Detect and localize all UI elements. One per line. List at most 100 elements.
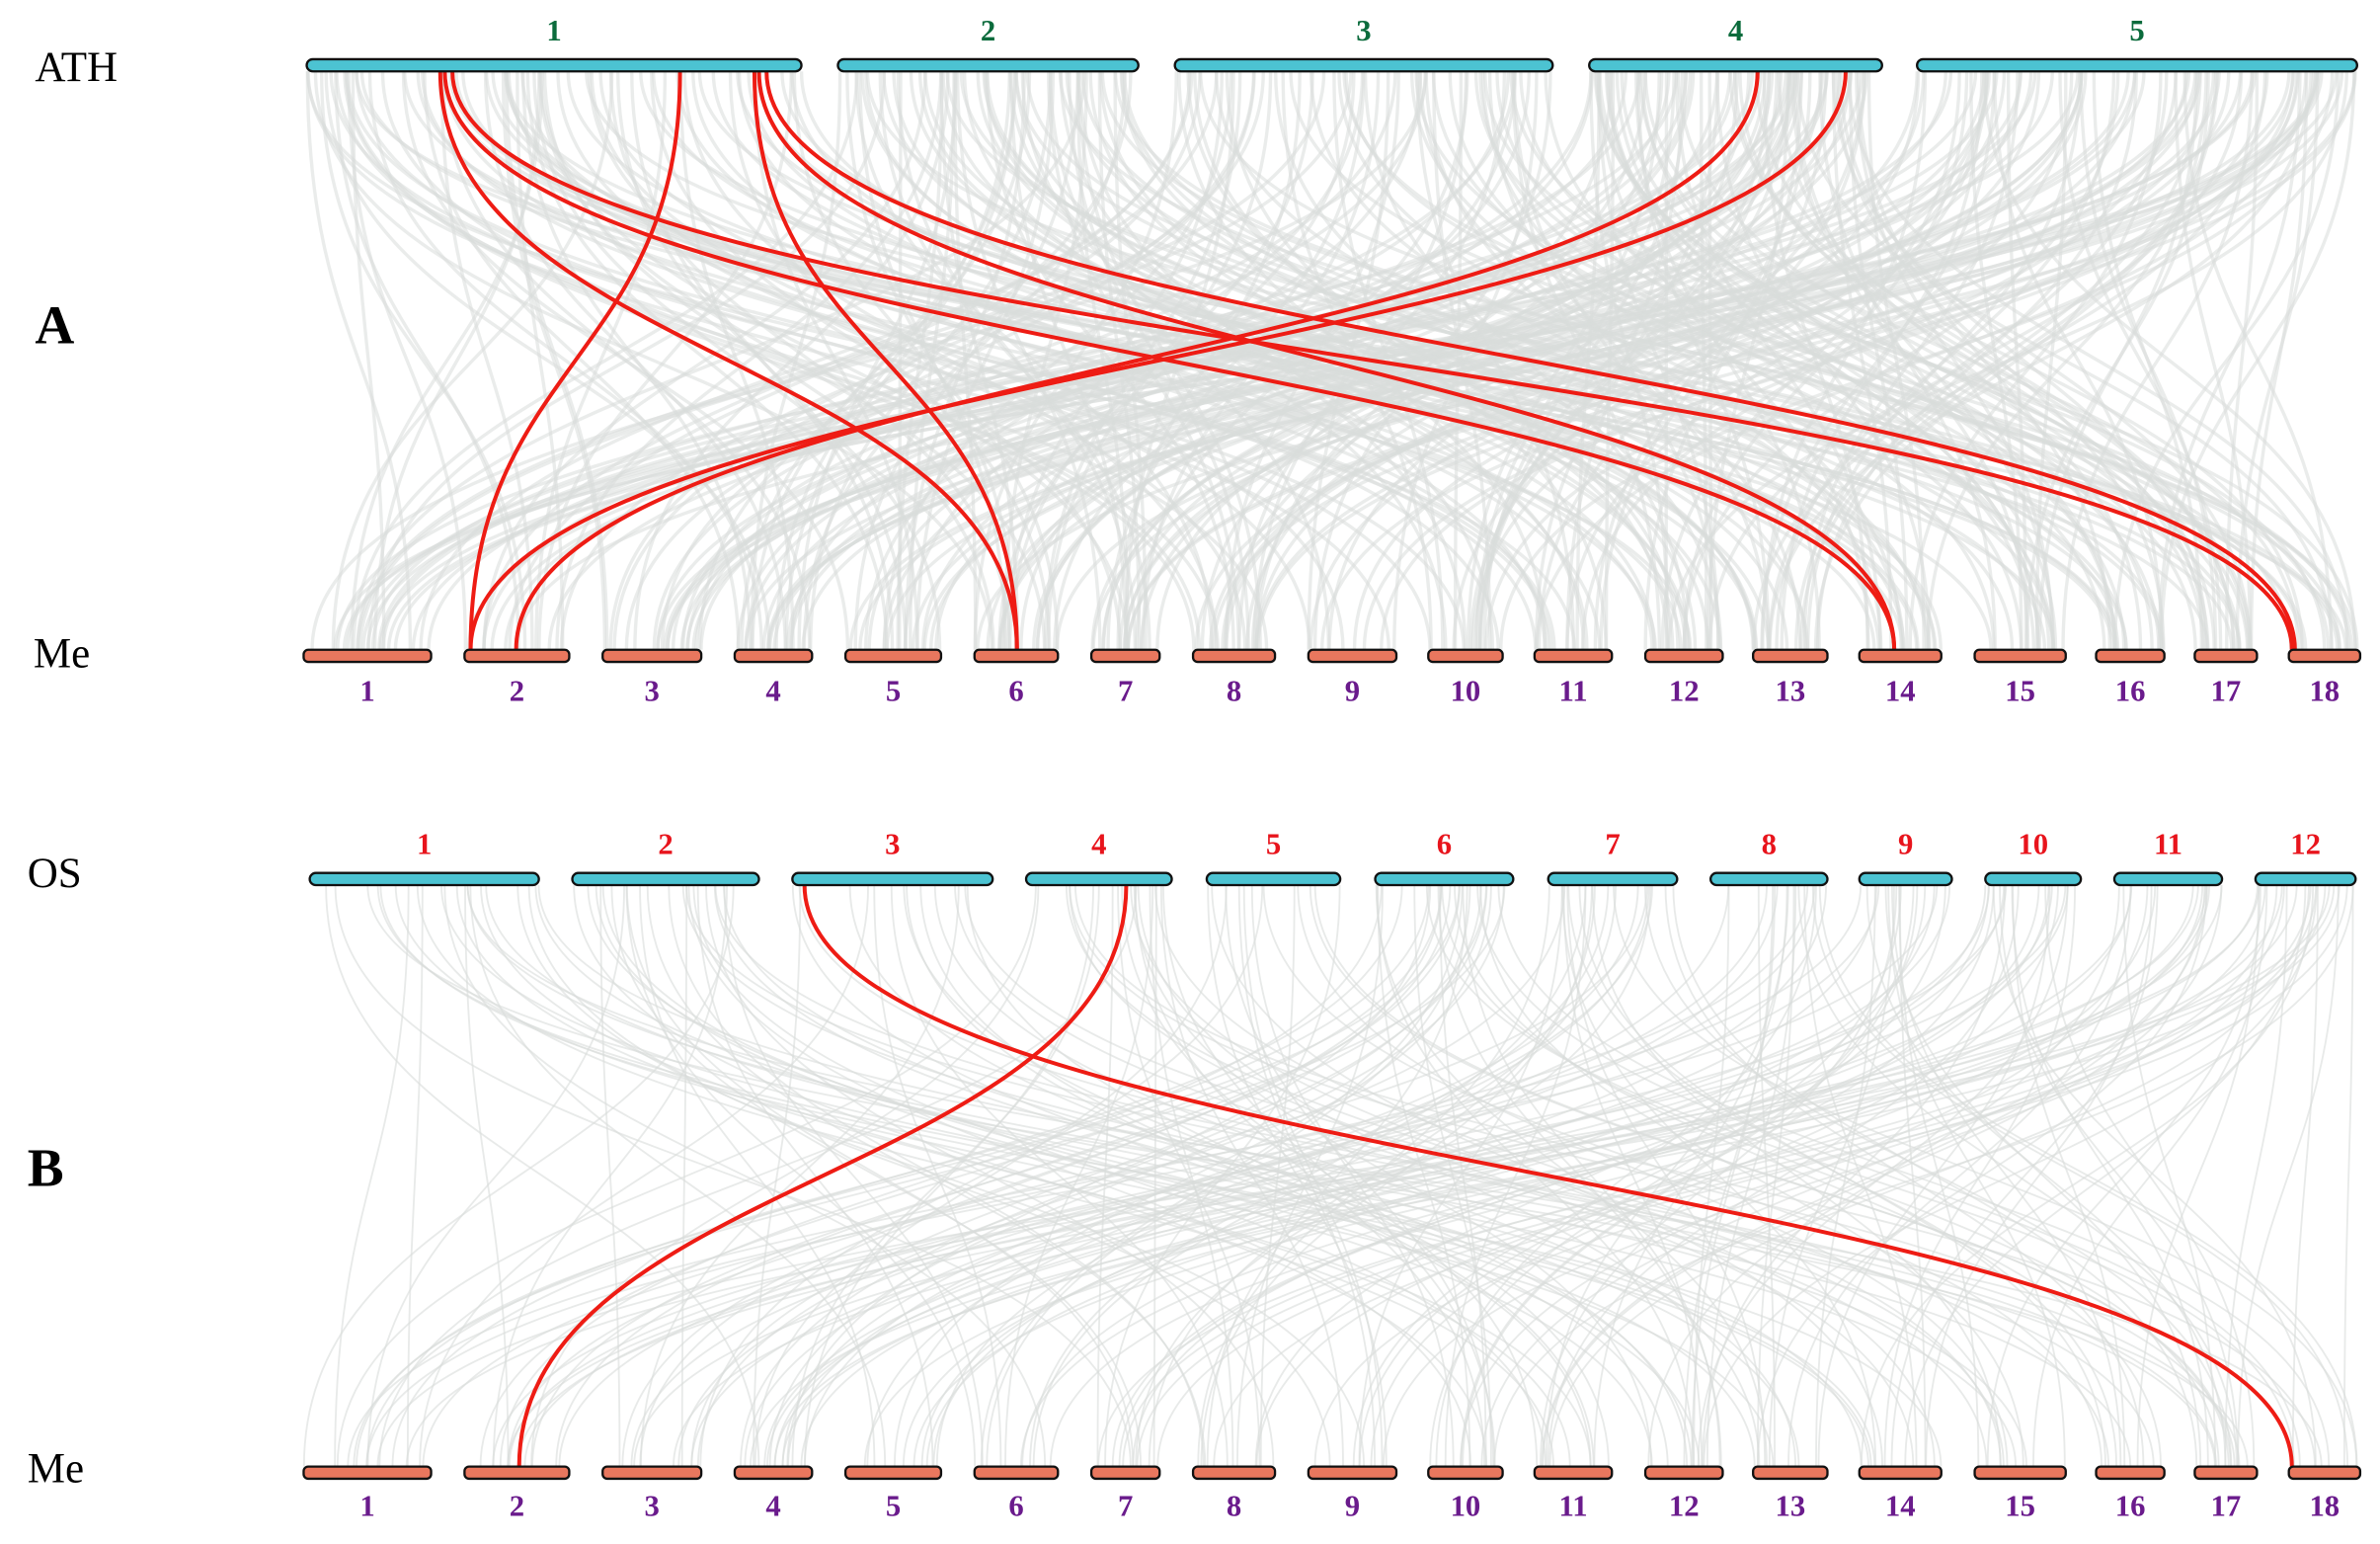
link [1992,71,2164,650]
link [365,884,1430,1467]
chromosome-label: 12 [1669,674,1700,707]
chromosome [305,57,803,73]
link [1761,71,1928,650]
highlight-link [468,71,1848,650]
link [621,884,1452,1467]
link [1117,884,1261,1467]
link [882,71,1810,650]
chromosome [1533,1465,1614,1481]
link [1884,884,2202,1467]
link [508,884,2067,1467]
chromosome [1533,648,1614,664]
link [492,884,728,1467]
link [351,71,386,650]
chromosome-label: 18 [2309,674,2340,707]
link [1101,71,1784,650]
link [1002,71,1088,650]
chromosome-label: 7 [1605,828,1620,861]
chromosome-label: 16 [2115,674,2146,707]
chromosome [1427,1465,1504,1481]
link [753,71,919,650]
link [1137,884,1761,1467]
link [1818,71,1997,650]
link [482,71,927,650]
link [406,884,424,1467]
link [1478,71,2051,650]
link [439,71,534,650]
chromosome [1089,1465,1161,1481]
chromosome-label: 13 [1775,1490,1805,1523]
chromosome [571,871,760,887]
link [1259,884,1296,1467]
link [906,884,1592,1467]
chromosome-label: 8 [1762,828,1777,861]
link [537,71,793,650]
link [1014,71,2128,650]
link [630,884,1816,1467]
link [610,884,1142,1467]
chromosome [1191,1465,1277,1481]
link [954,884,1988,1467]
chromosome-label: 16 [2115,1490,2146,1523]
link [2224,884,2288,1467]
link [313,71,994,650]
link [1647,884,2120,1467]
link [1273,71,1723,650]
link [1707,71,1713,650]
chromosome-label: 6 [1437,828,1452,861]
chromosome-label: 4 [765,674,780,707]
link [319,71,527,650]
link [800,884,2133,1467]
link [422,884,1809,1467]
link [394,884,1775,1467]
link [2061,71,2254,650]
link [1382,884,2285,1467]
chromosome [1191,648,1277,664]
chromosome-label: 2 [510,1490,524,1523]
link [754,884,1228,1467]
chromosome-label: 5 [1266,828,1281,861]
link [1777,71,2143,650]
chromosome [1984,871,2083,887]
link [780,71,2164,650]
link [680,71,1517,650]
link [1313,884,2230,1467]
chromosome [1307,648,1398,664]
link [902,884,1987,1467]
link [1096,884,1114,1467]
link [507,884,1648,1467]
chromosome-label: 11 [1559,1490,1588,1523]
link [1358,884,1995,1467]
chromosome-label: 6 [1008,674,1023,707]
chromosome-label: 17 [2211,674,2242,707]
link [1149,884,1234,1467]
chromosome-label: 9 [1898,828,1913,861]
chromosome [1173,57,1554,73]
link [419,884,869,1467]
chromosome [601,648,703,664]
highlight-links [437,71,2297,1467]
chromosome [2112,871,2224,887]
link [1613,884,2358,1467]
link [1497,884,2331,1467]
link [1375,884,1768,1467]
chromosome-label: 3 [1356,14,1371,47]
link [690,884,1991,1467]
highlight-link [516,884,1129,1467]
link [804,884,1095,1467]
link [501,71,607,650]
chromosome [843,648,943,664]
link [608,71,1202,650]
link [531,884,1487,1467]
chromosome-label: 15 [2005,674,2035,707]
link [2291,884,2319,1467]
link [1591,884,2002,1467]
link [784,71,1017,650]
link [922,71,2188,650]
link [530,884,1040,1467]
link [964,884,2110,1467]
chromosome [1858,1465,1943,1481]
chromosome-label: 14 [1885,674,1916,707]
link [1242,884,1384,1467]
link [1890,884,2159,1467]
